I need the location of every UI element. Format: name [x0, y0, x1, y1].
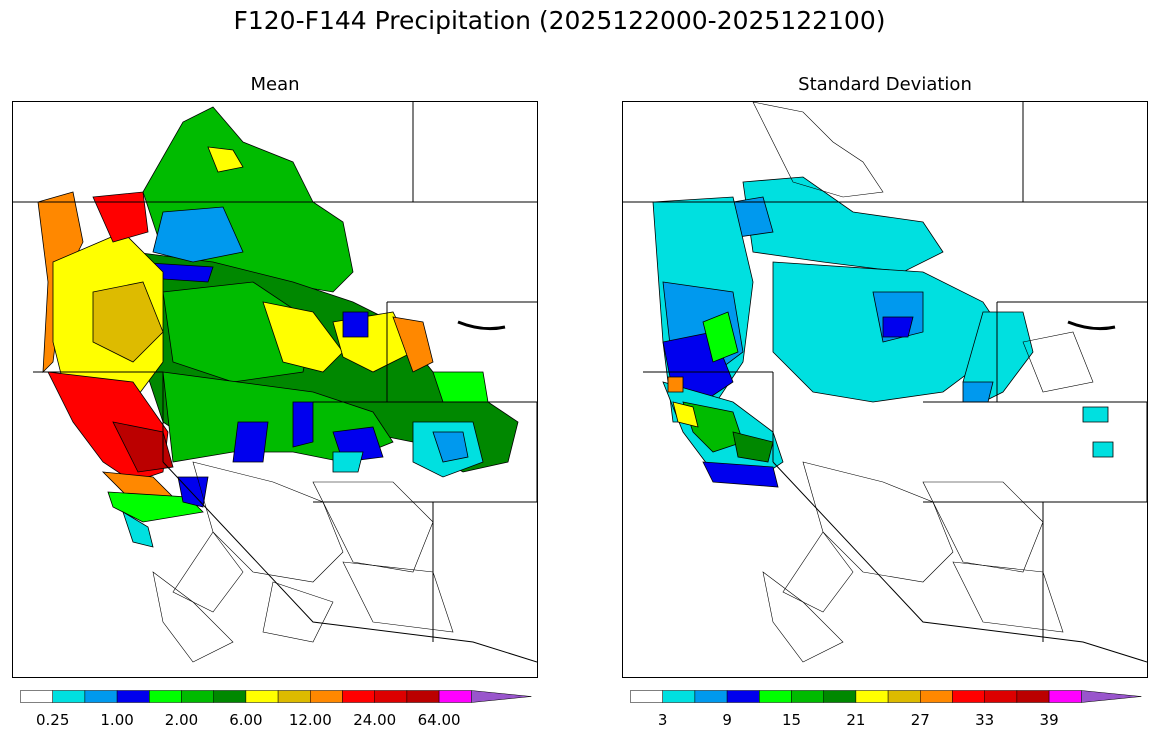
region-sd-darkblue	[882, 316, 914, 338]
colorbar-swatch	[1048, 690, 1082, 703]
mean-map	[12, 101, 538, 678]
region-wy-blue	[342, 311, 369, 338]
colorbar-swatch	[630, 690, 663, 703]
colorbar-swatch	[213, 690, 247, 703]
mean-colorbar-swatches	[20, 690, 532, 703]
colorbar-swatch	[406, 690, 440, 703]
colorbar-tick-label: 9	[722, 711, 732, 729]
figure-title: F120-F144 Precipitation (2025122000-2025…	[233, 6, 886, 35]
colorbar-tick-label: 33	[975, 711, 995, 729]
region-gb-blue1	[232, 421, 269, 463]
colorbar-swatch	[759, 690, 792, 703]
colorbar-swatch	[277, 690, 311, 703]
colorbar-swatch	[984, 690, 1018, 703]
colorbar-extend-arrow	[471, 690, 532, 703]
colorbar-swatch	[726, 690, 760, 703]
colorbar-swatch	[342, 690, 375, 703]
colorbar-tick-label: 27	[910, 711, 930, 729]
region-puget-red	[92, 191, 149, 243]
region-sd-nca-blue	[702, 461, 779, 488]
region-ca-blue	[177, 476, 209, 508]
stddev-map	[622, 101, 1148, 678]
colorbar-swatch	[310, 690, 343, 703]
colorbar-swatch	[149, 690, 182, 703]
region-sd-nca-orange	[667, 376, 684, 393]
stddev-colorbar-swatches	[630, 690, 1142, 703]
region-sierra-green	[107, 491, 204, 523]
stddev-panel-title: Standard Deviation	[798, 74, 972, 95]
colorbar-swatch	[374, 690, 408, 703]
colorbar-swatch	[1016, 690, 1050, 703]
stddev-colorbar	[630, 689, 1145, 708]
region-sd-nca-darkgreen	[732, 431, 774, 463]
colorbar-swatch	[694, 690, 728, 703]
region-sd-nca-green	[682, 401, 744, 453]
colorbar-tick-label: 64.00	[417, 711, 461, 729]
colorbar-swatch	[84, 690, 118, 703]
colorbar-swatch	[662, 690, 696, 703]
colorbar-swatch	[116, 690, 150, 703]
region-wy-orange	[392, 316, 434, 373]
colorbar-tick-label: 1.00	[100, 711, 134, 729]
colorbar-swatch	[791, 690, 824, 703]
colorbar-swatch	[245, 690, 279, 703]
region-upper-yellow	[207, 146, 244, 173]
colorbar-tick-label: 15	[781, 711, 802, 729]
region-sd-east-small	[1082, 406, 1109, 423]
region-coast-goldenrod	[92, 281, 164, 363]
mean-panel-title: Mean	[250, 74, 300, 95]
colorbar-swatch	[52, 690, 86, 703]
region-yellow-mid	[262, 301, 344, 373]
colorbar-tick-label: 21	[846, 711, 866, 729]
colorbar-extend-arrow	[1081, 690, 1142, 703]
region-sd-gsl-blue	[962, 381, 994, 403]
region-gb-cyan	[332, 451, 364, 473]
region-nca-darkred	[112, 421, 174, 473]
colorbar-tick-label: 39	[1039, 711, 1059, 729]
region-gb-blue2	[292, 401, 314, 448]
colorbar-tick-label: 12.00	[288, 711, 332, 729]
colorbar-swatch	[920, 690, 953, 703]
colorbar-swatch	[823, 690, 857, 703]
region-sd-east-small2	[1092, 441, 1114, 458]
region-sd-nca-yellow	[672, 401, 699, 428]
colorbar-tick-label: 3	[657, 711, 668, 729]
region-ne-green	[432, 371, 489, 403]
region-blue-north	[152, 206, 244, 263]
colorbar-swatch	[181, 690, 214, 703]
colorbar-tick-label: 6.00	[229, 711, 263, 729]
colorbar-tick-label: 2.00	[164, 711, 199, 729]
mean-map-canvas	[13, 102, 537, 663]
stddev-map-canvas	[623, 102, 1147, 663]
colorbar-tick-label: 0.25	[35, 711, 70, 729]
region-co-blue	[432, 431, 469, 463]
colorbar-swatch	[887, 690, 921, 703]
region-sd-coast-green	[702, 311, 739, 363]
colorbar-tick-label: 24.00	[353, 711, 397, 729]
region-sd-north-cyan	[742, 176, 944, 273]
region-bay-cyan	[122, 511, 154, 548]
colorbar-swatch	[438, 690, 472, 703]
colorbar-swatch	[952, 690, 985, 703]
colorbar-swatch	[20, 690, 53, 703]
colorbar-swatch	[855, 690, 889, 703]
mean-colorbar	[20, 689, 535, 708]
